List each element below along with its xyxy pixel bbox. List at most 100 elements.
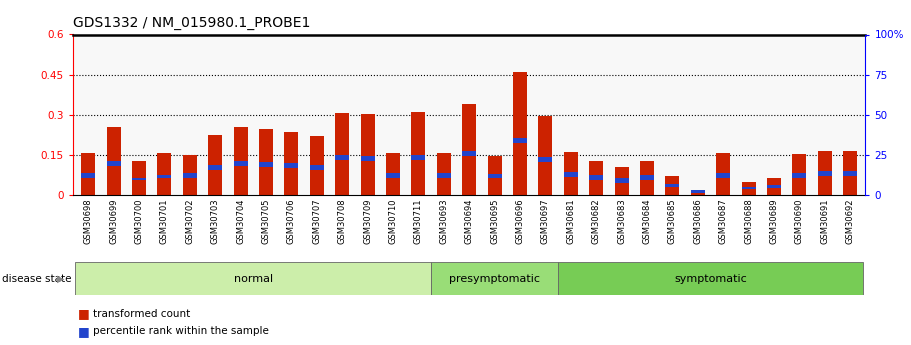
- Bar: [487, 156, 502, 195]
- Bar: [844, 151, 857, 195]
- Text: percentile rank within the sample: percentile rank within the sample: [93, 326, 269, 336]
- Bar: [208, 135, 222, 195]
- Text: GDS1332 / NM_015980.1_PROBE1: GDS1332 / NM_015980.1_PROBE1: [73, 16, 311, 30]
- Text: GSM30683: GSM30683: [617, 198, 626, 244]
- Text: normal: normal: [234, 274, 272, 284]
- Bar: [158, 154, 171, 195]
- Bar: [793, 154, 806, 195]
- Text: ■: ■: [77, 307, 89, 321]
- Bar: [107, 161, 120, 166]
- Text: GSM30702: GSM30702: [185, 198, 194, 244]
- Bar: [665, 176, 680, 195]
- Text: GSM30699: GSM30699: [109, 198, 118, 244]
- Bar: [615, 178, 629, 183]
- Text: GSM30707: GSM30707: [312, 198, 322, 244]
- Bar: [259, 162, 273, 167]
- Bar: [640, 161, 654, 195]
- Bar: [640, 175, 654, 180]
- Bar: [462, 151, 476, 156]
- Bar: [335, 112, 349, 195]
- Bar: [76, 262, 431, 295]
- Text: GSM30711: GSM30711: [414, 198, 423, 244]
- Bar: [742, 181, 755, 195]
- Text: GSM30687: GSM30687: [719, 198, 728, 244]
- Text: GSM30686: GSM30686: [693, 198, 702, 244]
- Text: GSM30682: GSM30682: [591, 198, 600, 244]
- Text: GSM30709: GSM30709: [363, 198, 372, 244]
- Text: GSM30704: GSM30704: [236, 198, 245, 244]
- Bar: [431, 262, 558, 295]
- Text: GSM30681: GSM30681: [567, 198, 575, 244]
- Bar: [716, 173, 731, 178]
- Bar: [310, 165, 323, 169]
- Bar: [436, 154, 451, 195]
- Bar: [564, 152, 578, 195]
- Bar: [386, 154, 400, 195]
- Text: GSM30708: GSM30708: [338, 198, 347, 244]
- Text: GSM30692: GSM30692: [845, 198, 855, 244]
- Bar: [818, 151, 832, 195]
- Text: disease state: disease state: [2, 274, 71, 284]
- Bar: [716, 154, 731, 195]
- Bar: [513, 72, 527, 195]
- Text: GSM30684: GSM30684: [642, 198, 651, 244]
- Bar: [233, 161, 248, 166]
- Bar: [412, 155, 425, 160]
- Text: GSM30697: GSM30697: [541, 198, 550, 244]
- Bar: [208, 165, 222, 169]
- Text: GSM30685: GSM30685: [668, 198, 677, 244]
- Bar: [818, 171, 832, 176]
- Bar: [284, 132, 298, 195]
- Bar: [767, 178, 781, 195]
- Text: ▶: ▶: [56, 274, 64, 284]
- Bar: [183, 155, 197, 195]
- Bar: [361, 114, 374, 195]
- Text: GSM30696: GSM30696: [516, 198, 525, 244]
- Bar: [233, 127, 248, 195]
- Bar: [132, 178, 146, 180]
- Bar: [767, 185, 781, 188]
- Bar: [284, 164, 298, 168]
- Bar: [589, 161, 603, 195]
- Text: ■: ■: [77, 325, 89, 338]
- Bar: [335, 155, 349, 160]
- Bar: [691, 190, 705, 193]
- Bar: [361, 156, 374, 161]
- Bar: [691, 190, 705, 195]
- Bar: [462, 104, 476, 195]
- Bar: [615, 167, 629, 195]
- Text: GSM30688: GSM30688: [744, 198, 753, 244]
- Bar: [742, 187, 755, 189]
- Bar: [564, 172, 578, 177]
- Bar: [513, 138, 527, 143]
- Text: GSM30695: GSM30695: [490, 198, 499, 244]
- Bar: [310, 136, 323, 195]
- Bar: [158, 175, 171, 178]
- Bar: [81, 154, 95, 195]
- Bar: [589, 175, 603, 180]
- Text: GSM30700: GSM30700: [135, 198, 143, 244]
- Text: transformed count: transformed count: [93, 309, 190, 319]
- Bar: [844, 171, 857, 176]
- Text: GSM30701: GSM30701: [159, 198, 169, 244]
- Text: GSM30691: GSM30691: [820, 198, 829, 244]
- Text: GSM30706: GSM30706: [287, 198, 296, 244]
- Bar: [436, 173, 451, 178]
- Bar: [487, 174, 502, 178]
- Bar: [183, 173, 197, 178]
- Text: presymptomatic: presymptomatic: [449, 274, 540, 284]
- Text: GSM30689: GSM30689: [770, 198, 779, 244]
- Bar: [538, 157, 552, 161]
- Bar: [107, 127, 120, 195]
- Bar: [793, 173, 806, 178]
- Bar: [538, 116, 552, 195]
- Bar: [558, 262, 863, 295]
- Bar: [81, 173, 95, 178]
- Text: GSM30705: GSM30705: [261, 198, 271, 244]
- Text: GSM30690: GSM30690: [795, 198, 804, 244]
- Text: GSM30693: GSM30693: [439, 198, 448, 244]
- Text: GSM30710: GSM30710: [388, 198, 397, 244]
- Bar: [665, 185, 680, 187]
- Text: GSM30694: GSM30694: [465, 198, 474, 244]
- Text: GSM30703: GSM30703: [210, 198, 220, 244]
